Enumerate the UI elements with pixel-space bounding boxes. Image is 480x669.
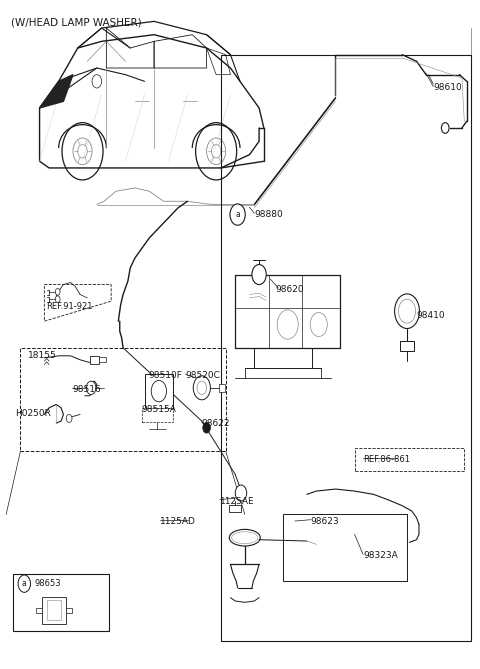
Text: REF.86-861: REF.86-861 [363,454,410,464]
Circle shape [203,422,210,433]
Text: 1125AE: 1125AE [220,496,254,506]
Text: 1125AD: 1125AD [160,516,196,526]
Circle shape [151,381,167,402]
Text: 98323A: 98323A [363,551,398,560]
Text: 18155: 18155 [28,351,56,361]
Text: H0250R: H0250R [15,409,50,418]
Bar [355,448,464,471]
Bar [99,357,106,363]
Circle shape [252,264,266,284]
Circle shape [55,296,60,302]
Circle shape [235,485,247,501]
Circle shape [395,294,420,328]
Text: 98410: 98410 [417,311,445,320]
Bar [218,384,225,392]
Bar [47,599,61,619]
Circle shape [86,381,96,395]
Bar [13,575,109,631]
Text: 98623: 98623 [311,516,339,526]
Ellipse shape [229,529,260,546]
Bar [144,375,173,408]
Circle shape [55,288,60,295]
Bar [36,607,42,613]
Bar [90,357,99,365]
Bar [42,597,66,624]
Bar [221,55,471,641]
Circle shape [193,376,210,400]
Bar [400,341,414,351]
Text: 98516: 98516 [72,385,101,393]
Circle shape [18,575,31,592]
Text: 98515A: 98515A [141,405,176,413]
Circle shape [230,204,245,225]
Bar [283,514,407,581]
Text: a: a [22,579,27,588]
Text: 98510F: 98510F [148,371,182,380]
Text: 98520C: 98520C [186,371,220,380]
Text: 98880: 98880 [254,210,283,219]
Bar [66,607,72,613]
Bar [142,408,173,422]
Circle shape [66,415,72,422]
Text: (W/HEAD LAMP WASHER): (W/HEAD LAMP WASHER) [11,17,142,27]
Text: 98610: 98610 [433,84,462,92]
Bar [229,505,241,512]
Circle shape [92,75,102,88]
Text: a: a [235,210,240,219]
Text: 98622: 98622 [202,419,230,428]
Text: 98620: 98620 [276,286,304,294]
Circle shape [442,122,449,133]
Bar [21,348,226,451]
Text: 98653: 98653 [35,579,61,588]
Polygon shape [39,75,73,108]
Text: REF.91-921: REF.91-921 [46,302,92,311]
